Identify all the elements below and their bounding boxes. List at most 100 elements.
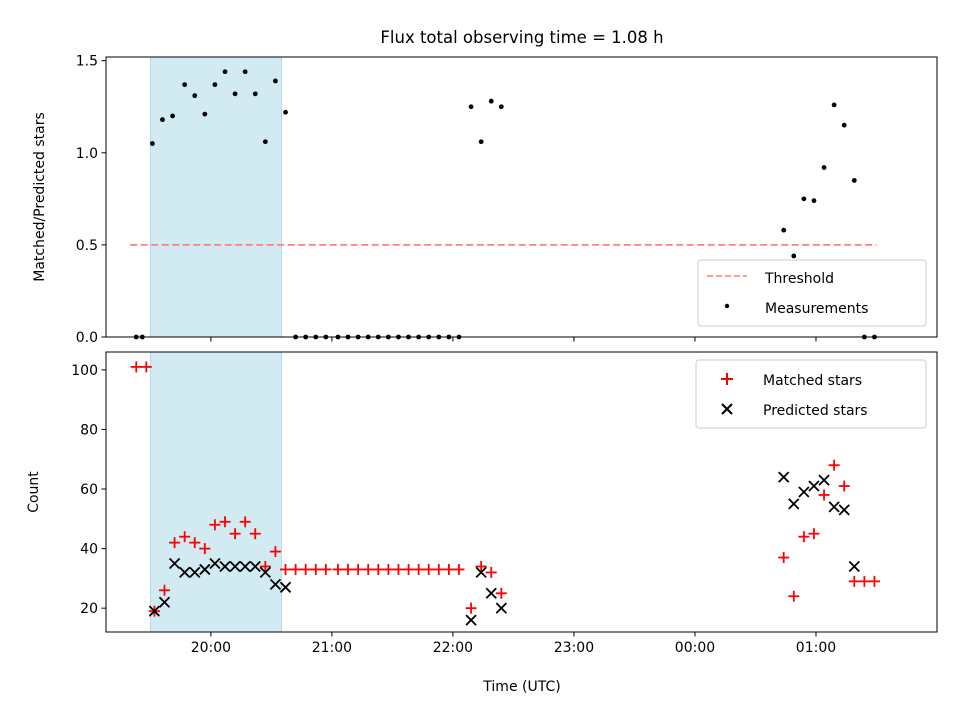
bottom-xtick-label: 00:00 xyxy=(675,640,715,656)
measurement-point xyxy=(192,93,198,99)
bottom-xtick-label: 21:00 xyxy=(312,640,352,656)
matched-star-point xyxy=(475,560,487,572)
measurement-point xyxy=(170,113,175,119)
legend-measurements-label: Measurements xyxy=(765,301,868,317)
bottom-y-axis-label: Count xyxy=(26,471,42,513)
measurement-point xyxy=(149,141,155,146)
predicted-star-point xyxy=(179,566,191,579)
count-panel: 20 40 60 80 100 20:00 21:00 22:00 23:00 00:00 01:… xyxy=(26,351,938,695)
top-y-axis-label: Matched/Predicted stars xyxy=(32,112,48,282)
matched-star-point xyxy=(453,563,465,575)
top-ytick-label: 0.0 xyxy=(76,330,98,346)
predicted-star-point xyxy=(168,557,181,570)
matched-star-point xyxy=(189,537,201,549)
predicted-star-point xyxy=(495,602,507,614)
measurement-point xyxy=(232,91,238,97)
predicted-star-point xyxy=(269,578,282,590)
bottom-xtick-label: 22:00 xyxy=(433,640,473,656)
predicted-star-point xyxy=(808,480,820,492)
measurement-point xyxy=(283,109,288,115)
matched-star-point xyxy=(239,516,251,528)
matched-star-point xyxy=(403,563,415,575)
top-legend-box xyxy=(697,259,927,327)
matched-star-point xyxy=(269,546,281,558)
measurement-point xyxy=(821,165,827,170)
bottom-ytick-label: 80 xyxy=(80,422,98,438)
predicted-stars-points xyxy=(148,471,860,626)
measurement-point xyxy=(851,178,857,183)
matched-star-point xyxy=(179,531,191,543)
matched-star-point xyxy=(199,543,211,555)
bottom-legend-box xyxy=(695,359,927,429)
matched-star-point xyxy=(342,563,354,575)
x-axis-label: Time (UTC) xyxy=(482,679,560,695)
matched-star-point xyxy=(209,519,221,531)
matched-star-point xyxy=(848,575,860,587)
matched-star-point xyxy=(778,552,790,564)
measurement-point xyxy=(252,91,258,97)
legend-matched-label: Matched stars xyxy=(763,373,862,389)
predicted-star-point xyxy=(848,560,860,573)
bottom-ytick-label: 100 xyxy=(71,363,98,379)
predicted-star-point xyxy=(158,596,171,608)
top-axes-frame xyxy=(105,56,938,338)
matched-star-point xyxy=(392,563,404,575)
predicted-star-point xyxy=(485,587,497,599)
matched-star-point xyxy=(808,528,820,540)
bottom-ytick-label: 20 xyxy=(80,601,98,617)
matched-star-point xyxy=(320,563,332,575)
top-ytick-label: 1.0 xyxy=(76,146,98,162)
matched-star-point xyxy=(485,566,497,578)
matched-star-point xyxy=(310,563,322,575)
bottom-legend: Matched stars Predicted stars xyxy=(695,359,927,429)
top-legend: Threshold Measurements xyxy=(697,259,927,327)
observing-window-shade xyxy=(149,351,282,633)
matched-star-point xyxy=(300,563,312,575)
bottom-ytick-label: 60 xyxy=(80,482,98,498)
measurement-point xyxy=(468,104,474,110)
predicted-star-point xyxy=(239,560,251,573)
ratio-panel: 0.0 0.5 1.0 1.5 Flux total observing time =… xyxy=(32,28,938,346)
measurement-point xyxy=(212,82,218,88)
top-ytick-label: 1.5 xyxy=(76,54,98,70)
top-y-axis-ticks: 0.0 0.5 1.0 1.5 xyxy=(76,54,106,346)
matched-star-point xyxy=(413,563,425,575)
matched-star-point xyxy=(130,361,142,373)
predicted-star-point xyxy=(229,560,241,573)
measurement-point xyxy=(222,69,228,75)
matched-star-point xyxy=(443,563,455,575)
matched-star-point xyxy=(465,602,477,614)
measurement-point xyxy=(831,102,837,108)
predicted-star-point xyxy=(788,498,800,510)
matched-star-point xyxy=(423,563,435,575)
matched-star-point xyxy=(382,563,394,575)
shaded-region xyxy=(149,56,282,338)
matched-star-point xyxy=(818,489,830,501)
measurement-point xyxy=(781,227,787,233)
predicted-star-point xyxy=(249,560,261,573)
measurement-point xyxy=(262,139,268,145)
matched-star-point xyxy=(828,459,840,471)
bottom-axes-frame xyxy=(105,351,938,633)
top-ytick-label: 0.5 xyxy=(76,238,98,254)
measurement-point xyxy=(478,139,484,145)
legend-predicted-swatch xyxy=(721,403,733,415)
matched-star-point xyxy=(433,563,445,575)
top-x-axis-ticks xyxy=(210,337,817,342)
matched-star-point xyxy=(169,537,181,549)
legend-threshold-label: Threshold xyxy=(764,271,834,287)
legend-matched-swatch xyxy=(721,373,733,385)
predicted-star-point xyxy=(798,486,810,498)
predicted-star-point xyxy=(475,566,487,579)
predicted-star-point xyxy=(778,471,790,483)
matched-star-point xyxy=(362,563,374,575)
matched-star-point xyxy=(140,361,152,373)
measurement-point xyxy=(488,98,494,104)
chart-title: Flux total observing time = 1.08 h xyxy=(380,28,663,47)
bottom-ytick-label: 40 xyxy=(80,542,98,558)
predicted-star-point xyxy=(465,614,477,626)
predicted-star-point xyxy=(279,581,292,593)
matched-star-point xyxy=(798,531,810,543)
predicted-star-point xyxy=(209,557,221,570)
